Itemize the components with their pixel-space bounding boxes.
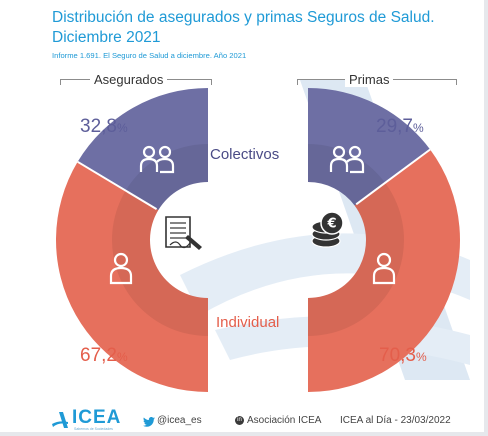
pct-primas-individual: 70,3% (379, 345, 427, 366)
twitter-handle[interactable]: @icea_es (157, 415, 202, 426)
person-icon-primas (372, 252, 396, 285)
legend-colectivos: Colectivos (210, 146, 280, 163)
donut-slice-asegurados-colectivos (77, 88, 208, 211)
asegurados-label: Asegurados (90, 72, 168, 87)
donut-slice-primas-individual (308, 149, 460, 392)
icea-tagline: Sabemos de Sociedades (74, 427, 113, 431)
person-icon-asegurados (109, 252, 133, 285)
icea-logo[interactable]: ICEA (72, 407, 122, 428)
donut-inner-ring-asegurados (111, 144, 208, 336)
twitter-icon (143, 417, 155, 427)
icea-logo-icon (52, 412, 68, 428)
coins-icon: € (311, 211, 344, 248)
primas-header: Primas (297, 70, 457, 90)
document-signature-icon (165, 216, 202, 250)
pct-asegurados-individual: 67,2% (80, 345, 128, 366)
donut-divider-primas (355, 148, 431, 206)
footer: ICEA Sabemos de Sociedades @icea_es in As… (0, 405, 488, 435)
legend-individual: Individual (216, 314, 280, 331)
pct-asegurados-colectivos: 32,8% (80, 116, 128, 137)
donut-slice-primas-colectivos (308, 88, 431, 206)
pct-primas-colectivos: 29,7% (376, 116, 424, 137)
linkedin-link[interactable]: in Asociación ICEA (235, 415, 321, 426)
right-border (484, 0, 488, 436)
group-people-icon-asegurados (139, 145, 175, 174)
donut-inner-ring-primas (308, 144, 405, 336)
linkedin-icon: in (235, 415, 244, 425)
bottom-border (0, 432, 488, 436)
asegurados-header: Asegurados (60, 70, 212, 90)
donut-divider-asegurados (77, 160, 158, 210)
chart-title: Distribución de asegurados y primas Segu… (52, 9, 435, 46)
chart-subtitle: Informe 1.691. El Seguro de Salud a dici… (52, 51, 247, 60)
primas-label: Primas (345, 72, 394, 87)
euro-symbol: € (326, 217, 336, 232)
date-note: ICEA al Día - 23/03/2022 (340, 415, 451, 426)
group-people-icon-primas (329, 145, 365, 174)
